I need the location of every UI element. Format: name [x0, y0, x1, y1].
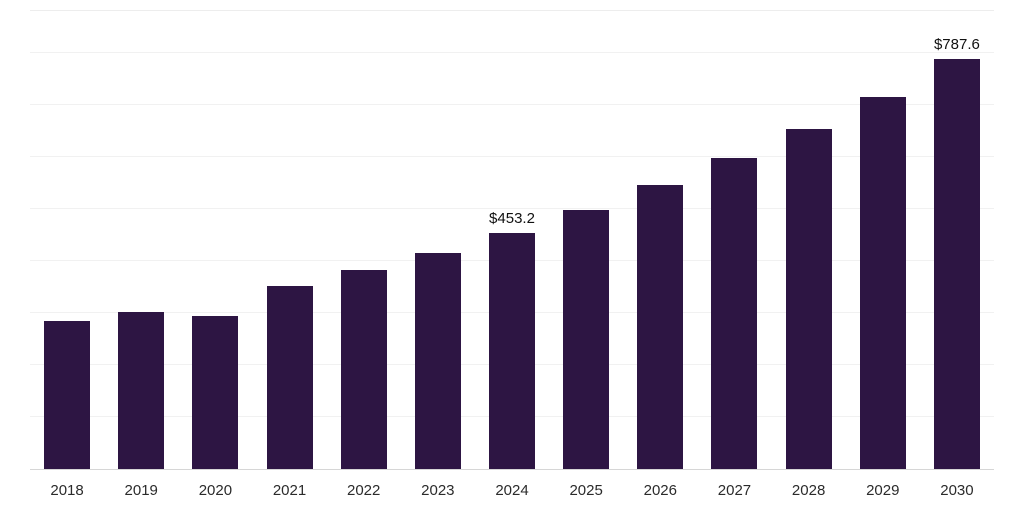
plot-area: $453.2 $787.6 — [30, 10, 994, 470]
bar-slot-2022 — [327, 11, 401, 469]
gridline — [30, 155, 994, 157]
x-tick-label-2023: 2023 — [421, 482, 455, 499]
bar-2027 — [711, 157, 758, 469]
bar-2030 — [933, 59, 980, 469]
gridline — [30, 51, 994, 53]
bar-2019 — [118, 311, 165, 469]
bar-2029 — [859, 96, 906, 469]
bar-slot-2026 — [623, 11, 697, 469]
bar-value-label-2030: $787.6 — [933, 36, 980, 54]
bar-slot-2030: $787.6 — [920, 11, 994, 469]
bar-2025 — [563, 209, 610, 469]
gridline — [30, 207, 994, 209]
bar-2022 — [340, 269, 387, 469]
x-tick-label-2028: 2028 — [791, 482, 826, 499]
bar-2021 — [266, 286, 313, 469]
x-tick-label-2019: 2019 — [124, 482, 158, 499]
bar-slot-2029 — [846, 11, 920, 469]
x-tick-label-2030: 2030 — [940, 482, 974, 499]
x-tick-label-2029: 2029 — [866, 482, 900, 499]
bar-2018 — [44, 320, 91, 469]
bar-slot-2024: $453.2 — [475, 11, 549, 469]
bar-slot-2020 — [178, 11, 252, 469]
x-tick-label-2018: 2018 — [50, 482, 84, 499]
x-tick-label-2020: 2020 — [198, 482, 233, 499]
bar-2028 — [785, 129, 832, 469]
x-tick-label-2024: 2024 — [495, 482, 529, 499]
bar-slot-2025 — [549, 11, 623, 469]
bar-slot-2021 — [252, 11, 326, 469]
gridline — [30, 103, 994, 105]
x-axis: 2018 2019 2020 2021 2022 2023 2024 2025 2026 2027… — [30, 470, 994, 512]
bar-slot-2027 — [697, 11, 771, 469]
bar-2026 — [637, 185, 684, 469]
x-tick-label-2027: 2027 — [717, 482, 752, 499]
x-tick-label-2026: 2026 — [643, 482, 677, 499]
x-tick-label-2021: 2021 — [272, 482, 307, 499]
bar-slot-2018 — [30, 11, 104, 469]
bar-2020 — [192, 315, 239, 469]
bar-slot-2019 — [104, 11, 178, 469]
bar-2023 — [414, 252, 461, 469]
x-tick-label-2025: 2025 — [569, 482, 603, 499]
bar-slot-2023 — [401, 11, 475, 469]
bar-slot-2028 — [772, 11, 846, 469]
bar-value-label-2024: $453.2 — [489, 210, 535, 228]
x-tick-label-2022: 2022 — [347, 482, 381, 499]
bar-2024 — [488, 233, 535, 469]
